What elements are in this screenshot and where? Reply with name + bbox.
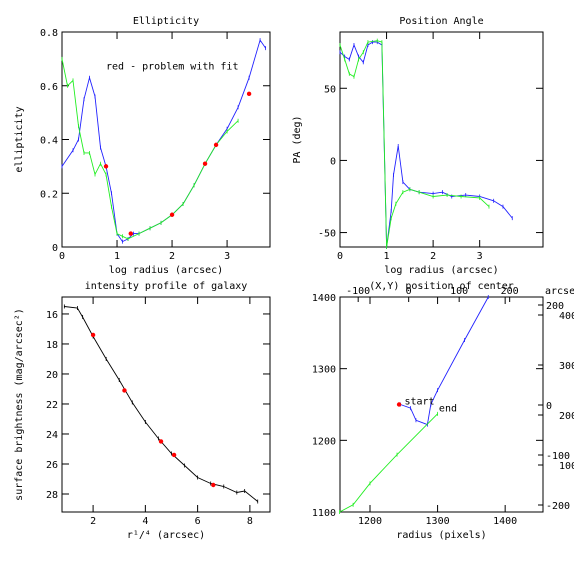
y2-tick-label: -200 bbox=[546, 501, 570, 512]
y3-tick-label: 300 bbox=[559, 361, 574, 372]
y3-tick-label: 100 bbox=[559, 461, 574, 472]
point bbox=[158, 439, 164, 444]
point bbox=[171, 452, 177, 458]
point bbox=[213, 142, 219, 148]
point bbox=[103, 164, 109, 169]
point bbox=[122, 388, 127, 393]
annotation: end bbox=[439, 404, 457, 415]
x2-tick-label: 100 bbox=[450, 286, 468, 297]
y-axis-label: surface brightness (mag/arcsec²) bbox=[14, 308, 25, 501]
series-line bbox=[339, 413, 438, 513]
y-tick-label: 26 bbox=[46, 460, 58, 471]
y-tick-label: 1100 bbox=[312, 508, 336, 519]
y-tick-label: 0.4 bbox=[40, 136, 58, 147]
y-tick-label: 1300 bbox=[312, 365, 336, 376]
x-tick-label: 1200 bbox=[358, 516, 382, 527]
x-tick-label: 8 bbox=[247, 516, 253, 527]
series-line bbox=[61, 39, 266, 243]
y3-tick-label: 200 bbox=[559, 411, 574, 422]
point bbox=[202, 161, 208, 166]
y-tick-label: 0.6 bbox=[40, 82, 58, 93]
point bbox=[169, 212, 175, 217]
y-tick-label: 28 bbox=[46, 490, 58, 501]
y-tick-label: 24 bbox=[46, 430, 58, 441]
x-axis-label: log radius (arcsec) bbox=[109, 265, 223, 276]
series-line bbox=[400, 296, 489, 426]
annotation: red - problem with fit bbox=[106, 62, 238, 73]
y2-tick-label: 200 bbox=[546, 301, 564, 312]
y-tick-label: -50 bbox=[318, 229, 336, 240]
y-axis-label: PA (deg) bbox=[292, 115, 303, 163]
point bbox=[246, 91, 252, 97]
x-axis-label: radius (pixels) bbox=[396, 530, 486, 541]
x-tick-label: 0 bbox=[59, 251, 65, 262]
series-line bbox=[61, 58, 239, 240]
x-tick-label: 1 bbox=[114, 251, 120, 262]
point bbox=[396, 402, 402, 407]
x-tick-label: 3 bbox=[477, 251, 483, 262]
x-tick-label: 2 bbox=[430, 251, 436, 262]
panel-title: Ellipticity bbox=[133, 16, 199, 27]
panel-title: Position Angle bbox=[399, 16, 483, 27]
annotation: start bbox=[404, 397, 434, 408]
x-axis-label: log radius (arcsec) bbox=[384, 265, 498, 276]
y2-tick-label: 0 bbox=[546, 401, 552, 412]
y-tick-label: 22 bbox=[46, 400, 58, 411]
x-tick-label: 2 bbox=[90, 516, 96, 527]
x-tick-label: 1300 bbox=[426, 516, 450, 527]
x2-tick-label: -100 bbox=[346, 286, 370, 297]
x-tick-label: 6 bbox=[195, 516, 201, 527]
y-tick-label: 16 bbox=[46, 310, 58, 321]
x2-tick-label: 200 bbox=[501, 286, 519, 297]
x-tick-label: 2 bbox=[169, 251, 175, 262]
x2-tick-label: 0 bbox=[406, 286, 412, 297]
y-tick-label: 20 bbox=[46, 370, 58, 381]
x-tick-label: 1400 bbox=[493, 516, 517, 527]
y-tick-label: 0.2 bbox=[40, 189, 58, 200]
point bbox=[211, 482, 216, 488]
y-tick-label: 1400 bbox=[312, 293, 336, 304]
x-tick-label: 0 bbox=[337, 251, 343, 262]
series-line bbox=[339, 40, 490, 248]
y-tick-label: 1200 bbox=[312, 436, 336, 447]
y-tick-label: 0.8 bbox=[40, 28, 58, 39]
panel-title: intensity profile of galaxy bbox=[85, 281, 248, 292]
point bbox=[90, 332, 96, 338]
y-axis-label: ellipticity bbox=[14, 106, 25, 172]
x2-axis-label: arcsec bbox=[545, 286, 574, 297]
panel-title: (X,Y) position of center bbox=[369, 281, 514, 292]
x-axis-label: r¹/⁴ (arcsec) bbox=[127, 530, 205, 541]
y-tick-label: 18 bbox=[46, 340, 58, 351]
y-tick-label: 0 bbox=[330, 156, 336, 167]
y3-tick-label: 400 bbox=[559, 311, 574, 322]
x-tick-label: 4 bbox=[142, 516, 148, 527]
plot-frame bbox=[61, 296, 271, 513]
plot-frame bbox=[339, 31, 544, 248]
point bbox=[128, 231, 133, 236]
y-tick-label: 0 bbox=[52, 243, 58, 254]
y-tick-label: 50 bbox=[324, 84, 336, 95]
series-line bbox=[339, 41, 513, 248]
x-tick-label: 3 bbox=[224, 251, 230, 262]
x-tick-label: 1 bbox=[384, 251, 390, 262]
y2-tick-label: -100 bbox=[546, 451, 570, 462]
